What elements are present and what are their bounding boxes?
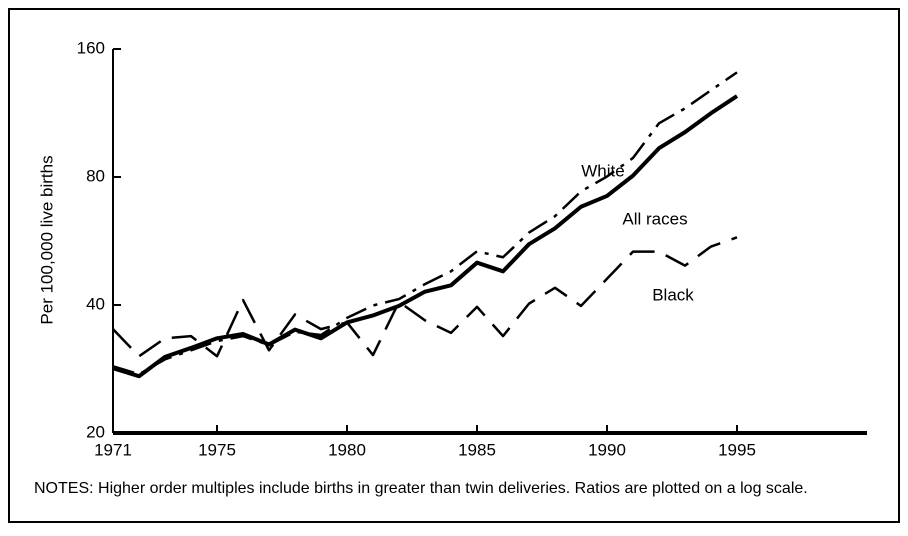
y-tick-label: 20 xyxy=(86,422,105,441)
y-axis-label: Per 100,000 live births xyxy=(37,155,56,324)
y-tick-label: 160 xyxy=(77,38,105,57)
x-tick-label: 1971 xyxy=(94,440,132,459)
x-tick-label: 1975 xyxy=(198,440,236,459)
x-tick-label: 1990 xyxy=(588,440,626,459)
x-tick-label: 1995 xyxy=(718,440,756,459)
series-line xyxy=(112,71,738,376)
x-tick-label: 1985 xyxy=(458,440,496,459)
y-tick-label: 40 xyxy=(86,294,105,313)
series-label: White xyxy=(581,161,624,180)
series-label: All races xyxy=(622,209,687,228)
series-line xyxy=(112,236,738,358)
series-label: Black xyxy=(652,285,694,304)
series-line xyxy=(112,94,739,379)
y-tick-label: 80 xyxy=(86,166,105,185)
notes: NOTES: Higher order multiples include bi… xyxy=(34,480,808,497)
frame xyxy=(8,8,900,523)
x-tick-label: 1980 xyxy=(328,440,366,459)
